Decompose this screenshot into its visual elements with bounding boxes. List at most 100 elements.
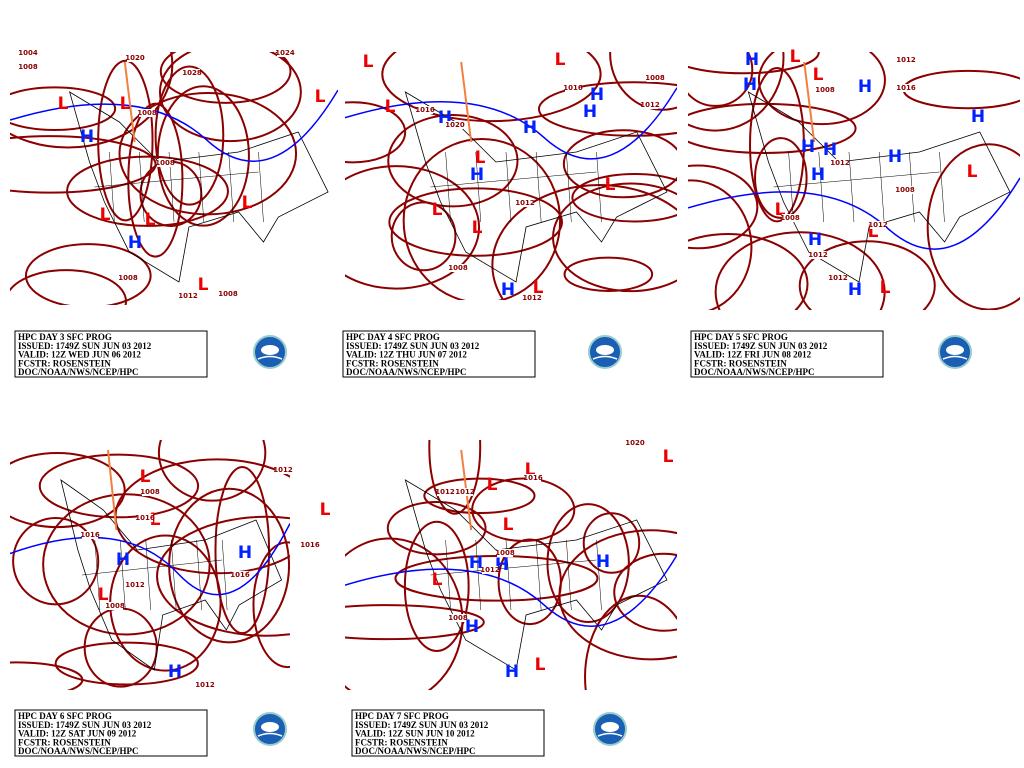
high-center: H <box>238 543 252 563</box>
isobar-label-bg <box>139 109 155 117</box>
low-center: L <box>242 193 253 213</box>
isobar <box>609 52 677 111</box>
info-line: FCSTR: ROSENSTEIN <box>346 358 439 368</box>
isobar <box>613 552 677 632</box>
high-center: H <box>470 165 484 185</box>
isobar <box>10 135 157 194</box>
isobar <box>157 440 267 502</box>
isobar <box>10 86 117 131</box>
isobar <box>497 538 562 626</box>
isobar <box>345 604 485 641</box>
isobar-label: 1012 <box>178 292 198 300</box>
isobar <box>552 182 677 293</box>
high-center: H <box>583 102 597 122</box>
info-box <box>690 330 884 378</box>
state-border <box>566 539 572 611</box>
isobar <box>537 81 677 137</box>
isobar <box>688 179 753 310</box>
info-line: ISSUED: 1749Z SUN JUN 03 2012 <box>694 341 828 351</box>
info-line: DOC/NOAA/NWS/NCEP/HPC <box>18 367 139 377</box>
high-center: H <box>168 662 182 682</box>
isobar <box>66 155 229 227</box>
isobar-label: 1012 <box>455 488 475 496</box>
isobar <box>38 453 200 519</box>
isobar-label: 1012 <box>480 566 500 574</box>
info-line: VALID: 12Z FRI JUN 08 2012 <box>694 350 812 360</box>
state-border <box>475 539 482 611</box>
info-line: HPC DAY 5 SFC PROG <box>694 332 788 342</box>
isobar-label-bg <box>107 602 123 610</box>
isobar-label: 1028 <box>182 69 202 77</box>
isobar <box>390 201 457 272</box>
low-center: L <box>432 200 443 220</box>
info-line: VALID: 12Z WED JUN 06 2012 <box>18 350 141 360</box>
isobar-label: 1008 <box>18 63 38 71</box>
isobar-label: 1008 <box>448 264 468 272</box>
isobar-label-bg <box>275 466 291 474</box>
isobar-label-bg <box>782 214 798 222</box>
state-border <box>120 539 126 611</box>
low-center: L <box>880 278 891 298</box>
isobar-label: 1008 <box>137 109 157 117</box>
cold-front <box>10 89 338 162</box>
isobar-label: 1012 <box>868 221 888 229</box>
info-line: DOC/NOAA/NWS/NCEP/HPC <box>346 367 467 377</box>
low-center: L <box>98 585 109 605</box>
state-border <box>878 151 885 223</box>
low-center: L <box>150 510 161 530</box>
state-border <box>94 539 101 611</box>
isobar <box>159 52 292 104</box>
isobar <box>584 594 677 690</box>
forecast-panel: LLH HLLH101210081016101610121008101610161… <box>10 440 331 757</box>
state-border <box>505 151 512 223</box>
high-center: H <box>505 662 519 682</box>
isobar-label-bg <box>832 159 848 167</box>
trough <box>123 61 136 143</box>
isobar-label: 1012 <box>896 56 916 64</box>
isobar <box>749 67 805 223</box>
low-center: L <box>868 222 879 242</box>
trough <box>107 449 118 531</box>
isobar <box>10 661 84 690</box>
state-border <box>198 151 205 223</box>
noaa-logo-bird <box>261 722 279 732</box>
low-center: L <box>487 475 498 495</box>
isobar <box>10 52 174 149</box>
isobar-label: 1008 <box>155 159 175 167</box>
info-line: DOC/NOAA/NWS/NCEP/HPC <box>355 746 476 756</box>
coastline <box>404 479 668 671</box>
high-center: H <box>590 85 604 105</box>
info-line: FCSTR: ROSENSTEIN <box>18 358 111 368</box>
state-border <box>596 151 602 223</box>
isobar-label: 1008 <box>448 614 468 622</box>
isobar <box>118 91 298 216</box>
isobar-label-bg <box>565 84 581 92</box>
isobar-label-bg <box>180 292 196 300</box>
isobar-label-bg <box>897 186 913 194</box>
state-border <box>445 539 451 611</box>
trough <box>460 61 473 143</box>
low-center: L <box>555 50 566 70</box>
high-center: H <box>888 147 902 167</box>
isobar <box>381 52 602 123</box>
coastline <box>60 479 283 671</box>
high-center: H <box>465 617 479 637</box>
isobar <box>24 243 152 305</box>
info-line: HPC DAY 6 SFC PROG <box>18 711 112 721</box>
state-border <box>170 539 177 611</box>
isobar-label-bg <box>810 251 826 259</box>
isobar <box>154 65 225 206</box>
isobar <box>688 102 857 154</box>
high-center: H <box>501 280 515 300</box>
isobar <box>10 451 126 529</box>
high-center: H <box>116 550 130 570</box>
state-border <box>596 539 602 611</box>
low-center: L <box>790 47 801 67</box>
low-center: L <box>385 97 396 117</box>
isobar-label-bg <box>142 488 158 496</box>
cold-front <box>10 523 290 596</box>
